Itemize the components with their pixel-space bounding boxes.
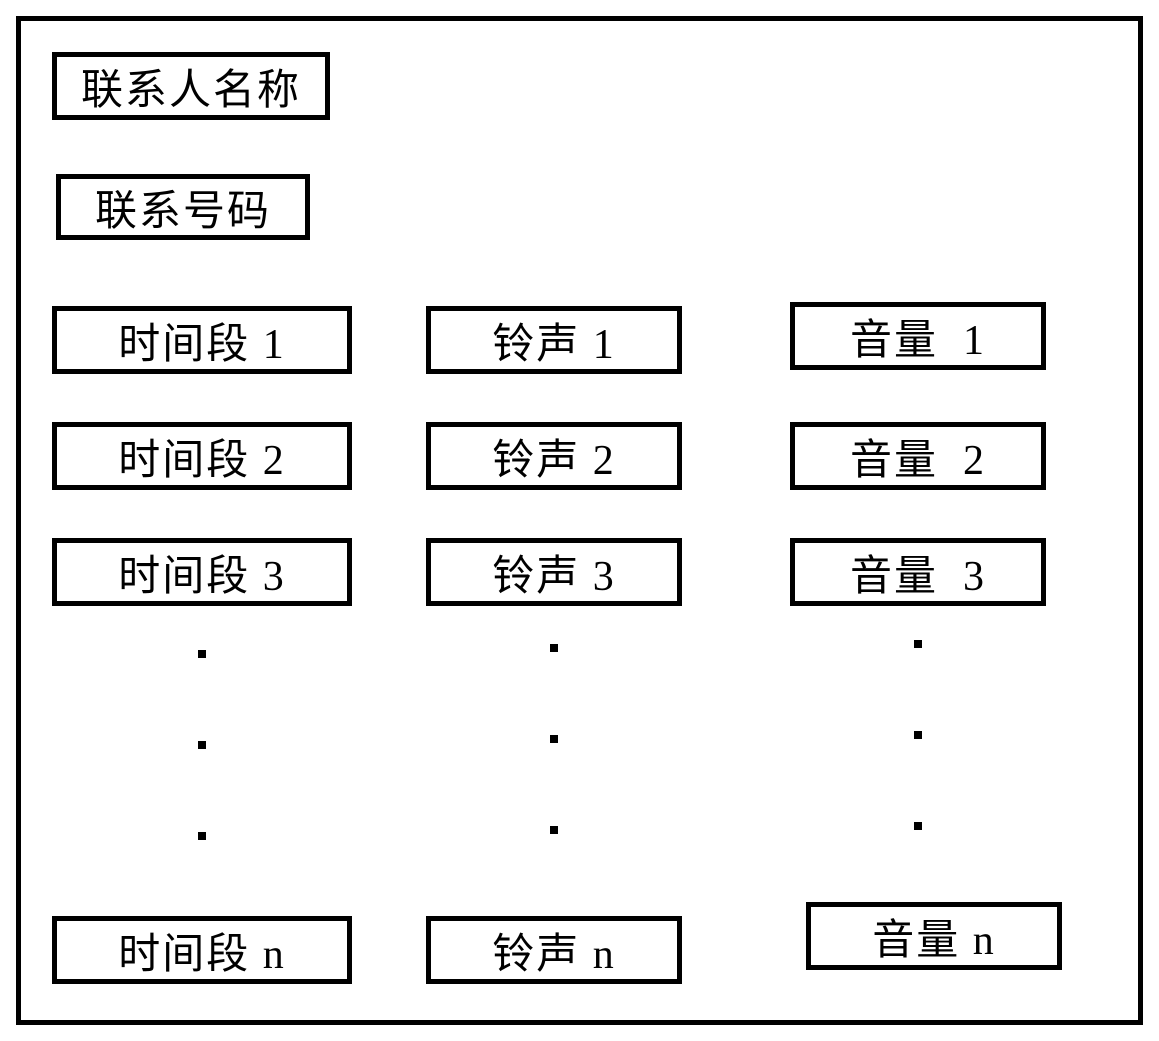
ellipsis-ring [550,644,558,834]
volume-3-label: 音量 3 [850,542,986,603]
time-slot-n: 时间段 n [52,916,352,984]
volume-1: 音量 1 [790,302,1046,370]
ringtone-n: 铃声 n [426,916,682,984]
time-slot-3-label: 时间段 3 [118,542,286,603]
contact-number-label: 联系号码 [95,177,271,238]
volume-n-label: 音量 n [872,906,996,967]
ringtone-2-label: 铃声 2 [492,426,616,487]
time-slot-n-label: 时间段 n [118,920,286,981]
ringtone-1: 铃声 1 [426,306,682,374]
volume-3: 音量 3 [790,538,1046,606]
volume-1-label: 音量 1 [850,306,986,367]
time-slot-2-label: 时间段 2 [118,426,286,487]
ringtone-2: 铃声 2 [426,422,682,490]
time-slot-2: 时间段 2 [52,422,352,490]
time-slot-1-label: 时间段 1 [118,310,286,371]
ringtone-n-label: 铃声 n [492,920,616,981]
time-slot-1: 时间段 1 [52,306,352,374]
contact-name-label: 联系人名称 [81,56,301,117]
ellipsis-volume [914,640,922,830]
volume-n: 音量 n [806,902,1062,970]
ringtone-1-label: 铃声 1 [492,310,616,371]
ellipsis-time [198,650,206,840]
ringtone-3: 铃声 3 [426,538,682,606]
volume-2-label: 音量 2 [850,426,986,487]
volume-2: 音量 2 [790,422,1046,490]
contact-name-box: 联系人名称 [52,52,330,120]
outer-frame [16,16,1143,1025]
ringtone-3-label: 铃声 3 [492,542,616,603]
contact-number-box: 联系号码 [56,174,310,240]
time-slot-3: 时间段 3 [52,538,352,606]
